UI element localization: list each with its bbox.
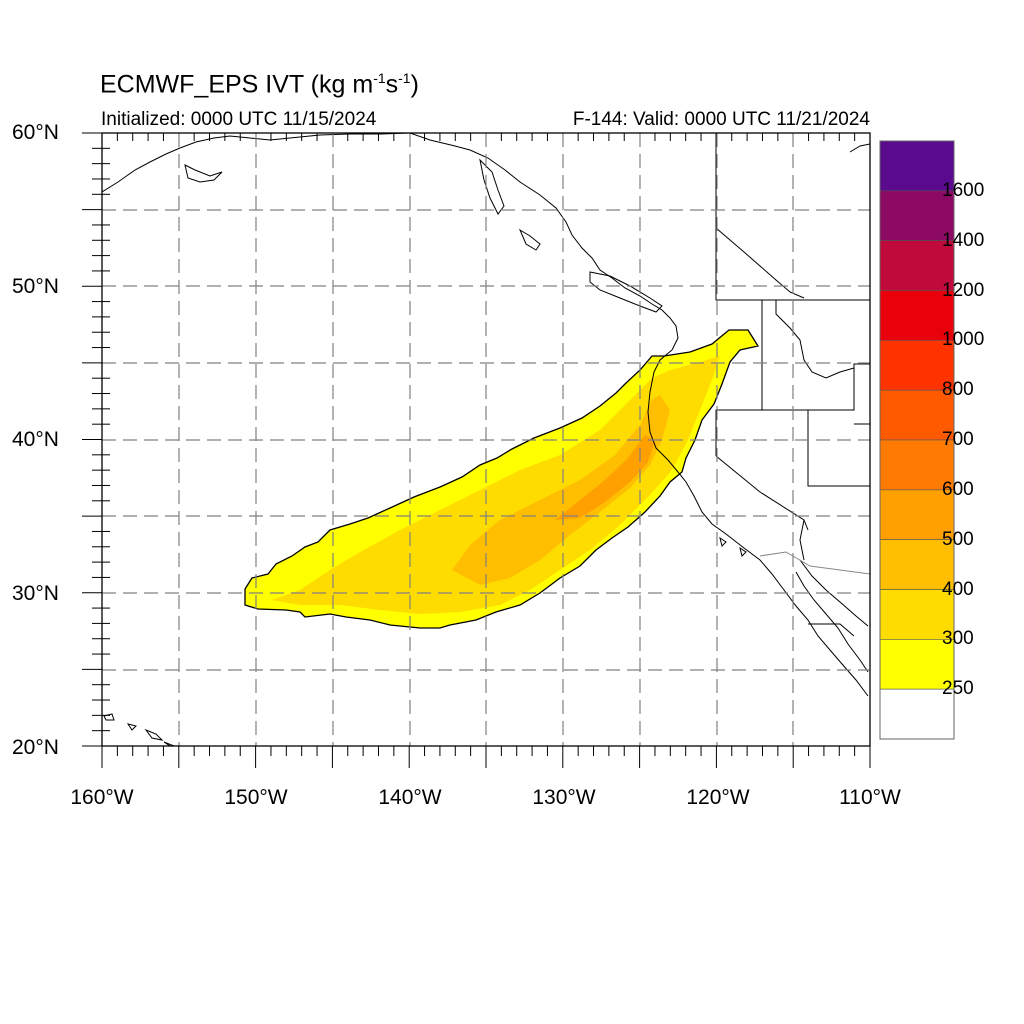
colorbar-label: 1600 xyxy=(942,179,985,201)
ivt-plume xyxy=(244,329,760,629)
colorbar-segment xyxy=(879,539,955,590)
lon-label-150w: 150°W xyxy=(224,786,288,809)
colorbar-segment xyxy=(879,389,955,441)
colorbar-label: 800 xyxy=(942,379,974,401)
map-title: ECMWF_EPS IVT (kg m-1s-1) xyxy=(100,70,419,99)
axis-ticks xyxy=(82,132,871,768)
colorbar-segment xyxy=(879,190,955,241)
lon-label-140w: 140°W xyxy=(378,786,442,809)
colorbar-label: 600 xyxy=(942,478,974,500)
lon-label-130w: 130°W xyxy=(532,786,596,809)
lat-label-20: 20°N xyxy=(12,736,59,759)
colorbar-segment xyxy=(879,639,955,690)
lat-label-60: 60°N xyxy=(12,121,59,144)
colorbar-label: 400 xyxy=(942,578,974,600)
colorbar-label: 1200 xyxy=(942,279,985,301)
colorbar xyxy=(879,140,955,740)
colorbar-label: 1000 xyxy=(942,329,985,351)
lon-label-120w: 120°W xyxy=(686,786,750,809)
ivt-plume-300 xyxy=(272,356,720,614)
ivt-plume-500 xyxy=(555,435,655,520)
colorbar-label: 1400 xyxy=(942,229,985,251)
colorbar-segment xyxy=(879,439,955,491)
colorbar-segment xyxy=(879,340,955,391)
lat-label-40: 40°N xyxy=(12,428,59,451)
colorbar-label: 300 xyxy=(942,628,974,650)
graticule xyxy=(102,133,870,746)
lat-label-30: 30°N xyxy=(12,582,59,605)
coastlines xyxy=(102,133,870,746)
ivt-plume-400 xyxy=(452,395,670,585)
colorbar-segment xyxy=(879,140,955,192)
colorbar-label: 250 xyxy=(942,678,974,700)
lon-label-160w: 160°W xyxy=(70,786,134,809)
colorbar-label: 700 xyxy=(942,429,974,450)
colorbar-outline xyxy=(879,140,955,740)
valid-time-label: F-144: Valid: 0000 UTC 11/21/2024 xyxy=(572,109,870,130)
lat-label-50: 50°N xyxy=(12,275,59,298)
lon-label-110w: 110°W xyxy=(839,786,901,809)
init-time-label: Initialized: 0000 UTC 11/15/2024 xyxy=(101,109,377,130)
colorbar-label: 500 xyxy=(942,528,974,550)
